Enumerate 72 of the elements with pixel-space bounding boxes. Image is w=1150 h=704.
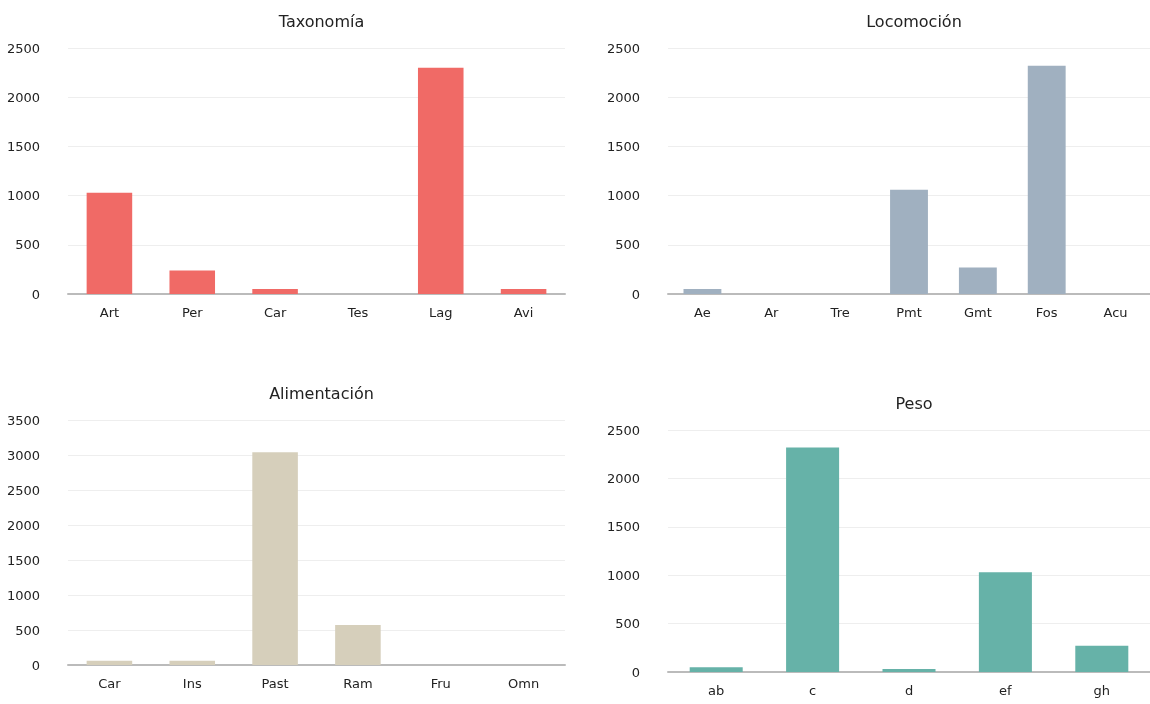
x-tick-label: Per — [181, 305, 204, 320]
x-tick-label: Ae — [694, 305, 711, 320]
y-tick-label: 2000 — [6, 89, 40, 105]
x-tick-label: Avi — [513, 305, 534, 320]
chart-title: Peso — [895, 393, 933, 413]
bar — [786, 447, 840, 672]
y-tick-label: 2500 — [6, 40, 40, 56]
x-tick-label: Past — [261, 676, 289, 691]
y-tick-label: 500 — [615, 616, 640, 632]
bar — [169, 270, 216, 294]
x-tick-label: ef — [999, 683, 1013, 698]
y-tick-label: 1000 — [606, 567, 640, 583]
chart-title: Alimentación — [269, 383, 374, 403]
y-tick-label: 1500 — [606, 138, 640, 154]
x-tick-label: Gmt — [963, 305, 992, 320]
y-tick-label: 0 — [31, 657, 40, 673]
bar — [500, 289, 547, 294]
y-tick-label: 1500 — [6, 552, 40, 568]
x-tick-label: Ar — [764, 305, 780, 320]
y-tick-label: 2000 — [606, 89, 640, 105]
x-tick-label: Ram — [343, 676, 373, 691]
x-tick-label: Fru — [430, 676, 451, 691]
x-tick-label: Ins — [182, 676, 202, 691]
y-tick-label: 2500 — [6, 482, 40, 498]
bar — [958, 267, 997, 294]
y-tick-label: 500 — [615, 237, 640, 253]
y-tick-label: 1000 — [606, 188, 640, 204]
bar — [689, 667, 743, 672]
bar — [252, 289, 298, 294]
x-tick-label: d — [904, 683, 914, 698]
y-tick-label: 0 — [31, 286, 40, 302]
y-tick-label: 1000 — [6, 587, 40, 603]
x-tick-label: Art — [99, 305, 120, 320]
bar — [1027, 65, 1066, 294]
y-tick-label: 2000 — [6, 517, 40, 533]
x-tick-label: c — [809, 683, 817, 698]
bar — [890, 189, 928, 294]
x-tick-label: ab — [708, 683, 725, 698]
bar — [882, 669, 936, 672]
bar — [1075, 645, 1129, 672]
x-tick-label: Tre — [829, 305, 850, 320]
bar — [683, 289, 722, 294]
y-tick-label: 1000 — [6, 188, 40, 204]
x-tick-label: Omn — [508, 676, 540, 691]
bar — [169, 660, 216, 665]
bar — [335, 625, 381, 665]
x-tick-label: Lag — [429, 305, 453, 320]
bar — [252, 452, 298, 665]
bar — [86, 192, 133, 294]
bar — [86, 660, 133, 665]
y-tick-label: 1500 — [606, 519, 640, 535]
y-tick-label: 1500 — [6, 138, 40, 154]
x-tick-label: Pmt — [896, 305, 922, 320]
y-tick-label: 500 — [15, 237, 40, 253]
x-tick-label: Acu — [1103, 305, 1128, 320]
bar — [417, 67, 464, 294]
x-tick-label: Fos — [1035, 305, 1058, 320]
y-tick-label: 2000 — [606, 470, 640, 486]
x-tick-label: gh — [1093, 683, 1111, 698]
bar — [978, 572, 1032, 672]
x-tick-label: Car — [98, 676, 122, 691]
y-tick-label: 0 — [631, 664, 640, 680]
y-tick-label: 500 — [15, 622, 40, 638]
chart-title: Locomoción — [866, 11, 962, 31]
chart-title: Taxonomía — [277, 11, 365, 31]
y-tick-label: 2500 — [606, 40, 640, 56]
y-tick-label: 0 — [631, 286, 640, 302]
x-tick-label: Car — [263, 305, 287, 320]
x-tick-label: Tes — [346, 305, 369, 320]
y-tick-label: 3500 — [6, 412, 40, 428]
y-tick-label: 3000 — [6, 447, 40, 463]
y-tick-label: 2500 — [606, 422, 640, 438]
